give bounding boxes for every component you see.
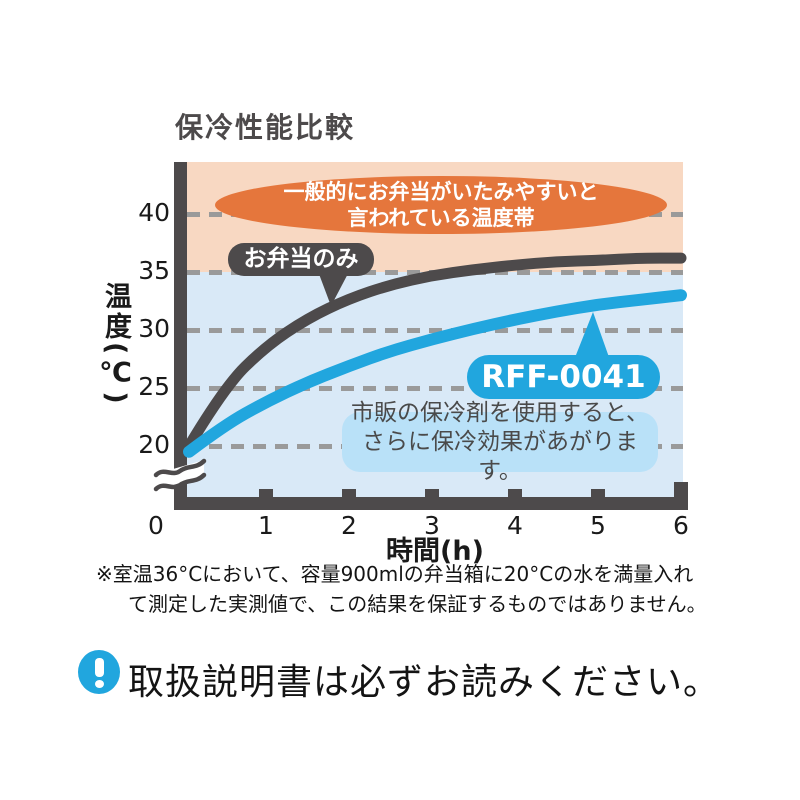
x-tick-label-1: 1 — [258, 511, 274, 540]
x-axis-line — [174, 497, 688, 510]
x-tick-label-5: 5 — [590, 511, 606, 540]
x-tick-label-0: 0 — [148, 511, 164, 540]
y-tick-label-40: 40 — [138, 198, 170, 227]
x-tick-label-2: 2 — [341, 511, 357, 540]
x-tick-3 — [425, 489, 439, 497]
y-tick-label-20: 20 — [138, 430, 170, 459]
danger-zone-ellipse: 一般的にお弁当がいたみやすいと 言われている温度帯 — [215, 176, 667, 234]
gridline-30 — [187, 328, 683, 333]
y-axis-line — [174, 162, 187, 510]
footnote-line1: ※室温36°Cにおいて、容量900mlの弁当箱に20°Cの水を満量入れ — [96, 562, 694, 586]
chart-title: 保冷性能比較 — [175, 111, 356, 144]
exclamation-circle-icon — [78, 650, 120, 694]
x-tick-5 — [591, 489, 605, 497]
x-tick-6 — [674, 482, 688, 497]
x-tick-2 — [342, 489, 356, 497]
exclamation-bar — [94, 658, 104, 677]
x-tick-1 — [259, 489, 273, 497]
danger-zone-text-line2: 言われている温度帯 — [347, 206, 535, 230]
x-tick-label-6: 6 — [673, 511, 689, 540]
y-tick-label-35: 35 — [138, 256, 170, 285]
x-tick-label-4: 4 — [507, 511, 523, 540]
y-tick-label-25: 25 — [138, 372, 170, 401]
ice-pack-info-box: 市販の保冷剤を使用すると、 さらに保冷効果があがります。 — [342, 400, 658, 484]
danger-zone-text-line1: 一般的にお弁当がいたみやすいと — [283, 180, 599, 204]
x-axis-title: 時間(h) — [386, 536, 484, 567]
series-label-bento-only: お弁当のみ — [228, 243, 374, 276]
ice-pack-info-line2: さらに保冷効果があがります。 — [362, 428, 638, 484]
ice-pack-info-line1: 市販の保冷剤を使用すると、 — [350, 399, 650, 426]
y-axis-title: 温度(℃) — [100, 282, 131, 407]
exclamation-dot — [94, 680, 104, 688]
series-badge-rff0041: RFF-0041 — [467, 355, 660, 399]
y-tick-label-30: 30 — [138, 314, 170, 343]
footnote-line2: て測定した実測値で、この結果を保証するものではありません。 — [128, 592, 707, 616]
x-tick-label-3: 3 — [424, 511, 440, 540]
x-tick-4 — [508, 489, 522, 497]
notice-text: 取扱説明書は必ずお読みください。 — [128, 662, 721, 703]
